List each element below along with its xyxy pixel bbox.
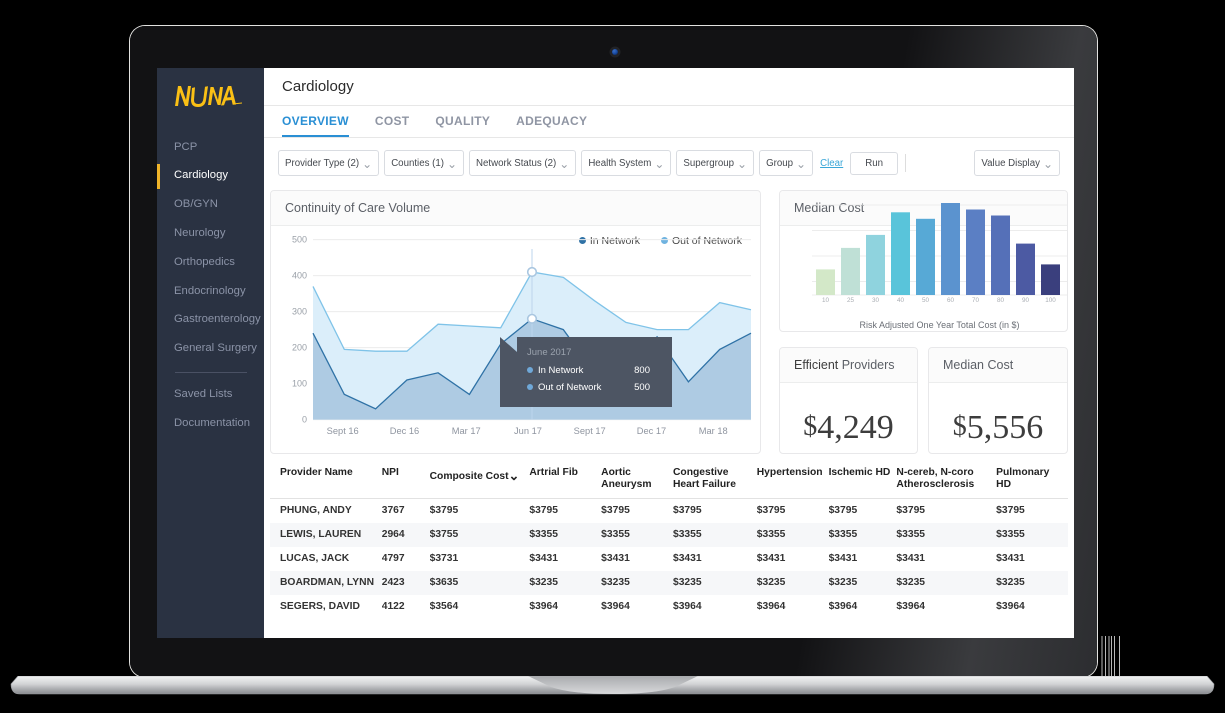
svg-text:Jun 17: Jun 17: [514, 426, 542, 436]
svg-text:100: 100: [292, 379, 307, 389]
svg-text:Sept 16: Sept 16: [327, 426, 359, 436]
svg-text:800: 800: [634, 365, 650, 376]
svg-text:80: 80: [997, 297, 1005, 304]
svg-text:25: 25: [847, 297, 855, 304]
svg-text:Mar 18: Mar 18: [699, 426, 728, 436]
svg-text:40: 40: [897, 297, 905, 304]
svg-text:Dec 16: Dec 16: [390, 426, 419, 436]
svg-text:90: 90: [1022, 297, 1030, 304]
svg-text:Out of Network: Out of Network: [538, 382, 602, 393]
svg-text:Sept 17: Sept 17: [574, 426, 606, 436]
svg-text:100: 100: [1045, 297, 1056, 304]
svg-text:500: 500: [634, 382, 650, 393]
svg-text:70: 70: [972, 297, 980, 304]
svg-text:30: 30: [872, 297, 880, 304]
svg-text:60: 60: [947, 297, 955, 304]
svg-text:0: 0: [302, 415, 307, 425]
svg-text:Mar 17: Mar 17: [452, 426, 481, 436]
svg-text:200: 200: [292, 343, 307, 353]
svg-text:June 2017: June 2017: [527, 347, 571, 358]
svg-text:400: 400: [292, 271, 307, 281]
svg-text:500: 500: [292, 235, 307, 245]
svg-text:In Network: In Network: [538, 365, 584, 376]
svg-text:Dec 17: Dec 17: [637, 426, 666, 436]
svg-text:300: 300: [292, 307, 307, 317]
svg-text:50: 50: [922, 297, 930, 304]
svg-text:10: 10: [822, 297, 830, 304]
